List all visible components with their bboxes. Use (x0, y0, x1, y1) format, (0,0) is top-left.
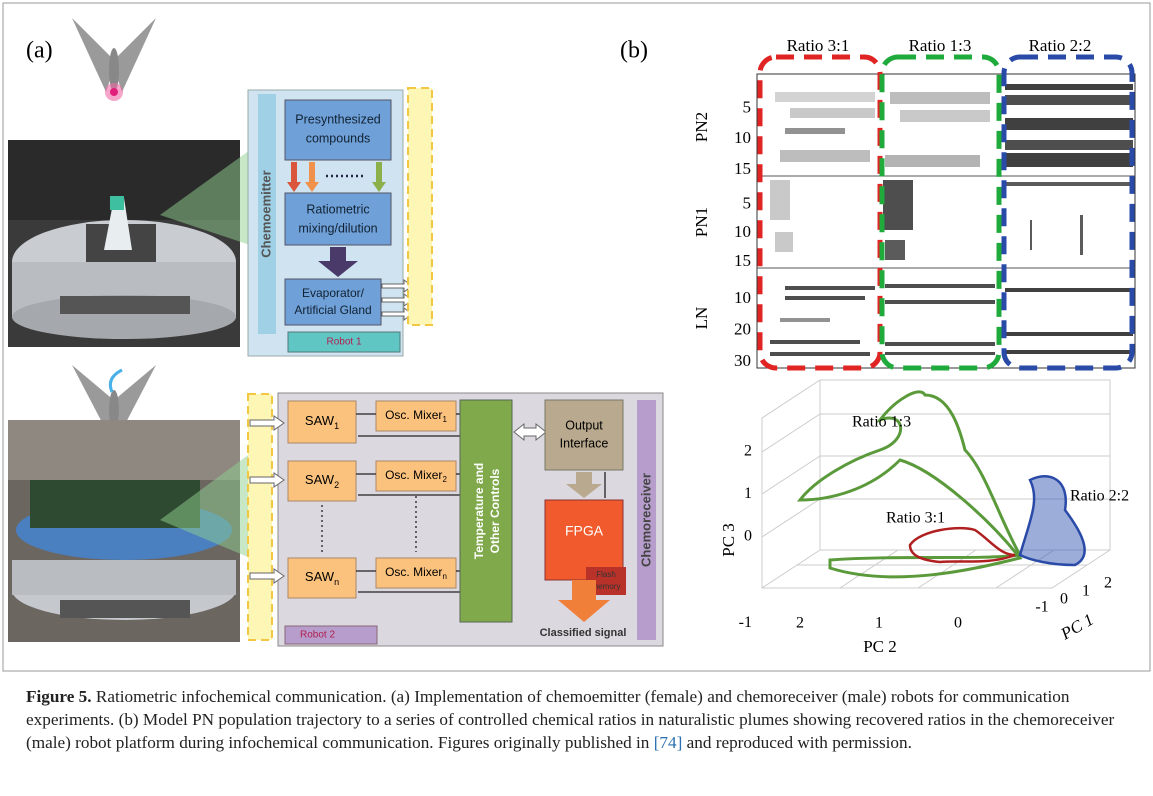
tick-label: 0 (954, 615, 962, 632)
block (285, 193, 391, 245)
tick-label: 1 (744, 485, 752, 502)
receiver-diagram: Chemoreceiver SAW1 SAW2 SAWn Osc. Mixer1… (250, 393, 663, 646)
block (285, 100, 391, 160)
block-label: Classified signal (540, 627, 627, 639)
trajectory-plot: Ratio 1:3 Ratio 3:1 Ratio 2:2 PC 3 PC 2 … (719, 380, 1129, 656)
tick-labels: PN2 5 10 15 PN1 5 10 15 LN 10 20 30 (692, 98, 751, 370)
block-label: compounds (306, 131, 371, 145)
robot-label: Robot 2 (300, 630, 335, 641)
block-label: Presynthesized (295, 112, 381, 126)
block (545, 400, 623, 470)
axis-label: PC 1 (1057, 610, 1097, 644)
tick-label: 5 (743, 194, 752, 213)
tick-label: 2 (796, 615, 804, 632)
block-label: Osc. Mixern (385, 565, 447, 581)
tick-label: 1 (1082, 583, 1090, 600)
tick-label: -1 (1035, 599, 1048, 616)
block-label: Evaporator/ (302, 286, 365, 300)
tick-label: 2 (744, 443, 752, 460)
caption: Figure 5. Ratiometric infochemical commu… (26, 685, 1131, 754)
caption-text: Ratiometric infochemical communication. … (26, 687, 1114, 752)
plume-zone (408, 88, 432, 325)
block-label: Artificial Gland (294, 303, 371, 317)
tick-label: 20 (734, 320, 751, 339)
tick-label: -1 (739, 614, 752, 631)
block-label: Osc. Mixer1 (385, 408, 447, 424)
annotation: Ratio 1:3 (852, 414, 911, 431)
tick-label: 10 (734, 222, 751, 241)
caption-label: Figure 5. (26, 687, 92, 706)
column-label: Ratio 2:2 (1029, 36, 1092, 55)
group-label: PN2 (692, 112, 711, 142)
panel-label: (a) (26, 38, 53, 64)
block-label: Other Controls (488, 468, 502, 553)
tick-label: 30 (734, 351, 751, 370)
axis-label: PC 3 (719, 523, 738, 557)
tick-label: 10 (734, 128, 751, 147)
caption-ref: [74] (654, 733, 683, 752)
moth-icon (72, 18, 156, 101)
group-label: LN (692, 307, 711, 330)
tick-label: 15 (734, 251, 751, 270)
tick-label: 0 (1060, 591, 1068, 608)
block-label: Interface (560, 436, 609, 450)
caption-text: and reproduced with permission. (682, 733, 912, 752)
figure: (a) (b) Chemoemitter Presynthesized comp… (0, 0, 1153, 680)
page: (a) (b) Chemoemitter Presynthesized comp… (0, 0, 1153, 796)
block-label: mixing/dilution (298, 221, 377, 235)
annotation: Ratio 2:2 (1070, 488, 1129, 505)
tick-label: 2 (1104, 575, 1112, 592)
emitter-diagram: Chemoemitter Presynthesized compounds Ra… (248, 90, 412, 356)
tick-label: 15 (734, 159, 751, 178)
block-label: FPGA (565, 523, 604, 539)
panel-label: (b) (620, 38, 648, 64)
column-label: Ratio 3:1 (787, 36, 850, 55)
block-label: Ratiometric (306, 202, 369, 216)
tick-label: 0 (744, 528, 752, 545)
plume-zone (248, 394, 272, 640)
axis-label: PC 2 (863, 637, 897, 656)
block-label: Flash (596, 570, 616, 579)
tick-label: 1 (875, 615, 883, 632)
side-label: Chemoreceiver (638, 473, 653, 567)
robot-label: Robot 1 (326, 337, 361, 348)
block-label: Osc. Mixer2 (385, 468, 447, 484)
block-label: Temperature and (472, 463, 486, 559)
side-label: Chemoemitter (258, 170, 273, 257)
group-label: PN1 (692, 207, 711, 237)
column-label: Ratio 1:3 (909, 36, 972, 55)
robot-photo (8, 140, 240, 347)
tick-label: 5 (743, 98, 752, 117)
heatmap: Ratio 3:1 Ratio 1:3 Ratio 2:2 PN251015PN… (692, 36, 1135, 370)
annotation: Ratio 3:1 (886, 510, 945, 527)
block-label: Output (565, 418, 603, 432)
tick-label: 10 (734, 288, 751, 307)
